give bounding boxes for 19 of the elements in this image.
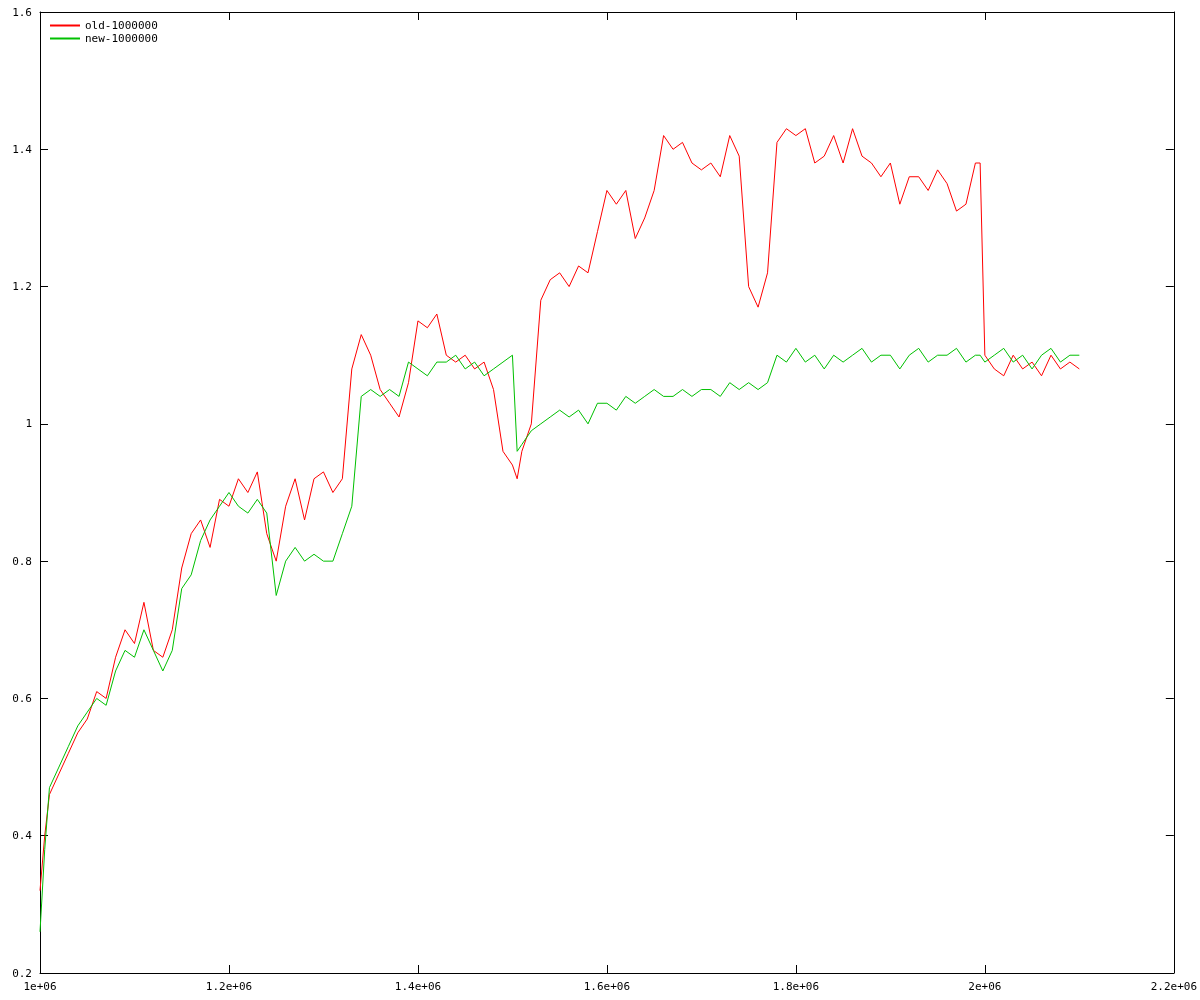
x-tick-label: 2e+06	[968, 980, 1002, 993]
y-tick-label: 0.2	[12, 966, 32, 980]
x-tick-label: 1.2e+06	[205, 980, 253, 993]
legend-label: new-1000000	[85, 32, 158, 45]
x-tick-label: 1e+06	[23, 980, 57, 993]
x-tick-label: 2.2e+06	[1150, 980, 1197, 993]
x-tick-label: 1.8e+06	[772, 980, 820, 993]
y-tick-label: 1.6	[12, 5, 32, 19]
y-tick-label: 1.4	[12, 142, 33, 156]
x-tick-label: 1.6e+06	[583, 980, 631, 993]
y-tick-label: 1.2	[12, 280, 32, 294]
line-series	[39, 347, 1080, 933]
y-tick-label: 0.8	[12, 554, 32, 568]
y-tick-label: 0.4	[12, 829, 33, 843]
legend-label: old-1000000	[85, 19, 158, 32]
x-tick-label: 1.4e+06	[394, 980, 442, 993]
y-tick-label: 0.6	[12, 691, 32, 705]
line-series	[39, 128, 1080, 892]
y-tick-label: 1	[25, 417, 32, 431]
